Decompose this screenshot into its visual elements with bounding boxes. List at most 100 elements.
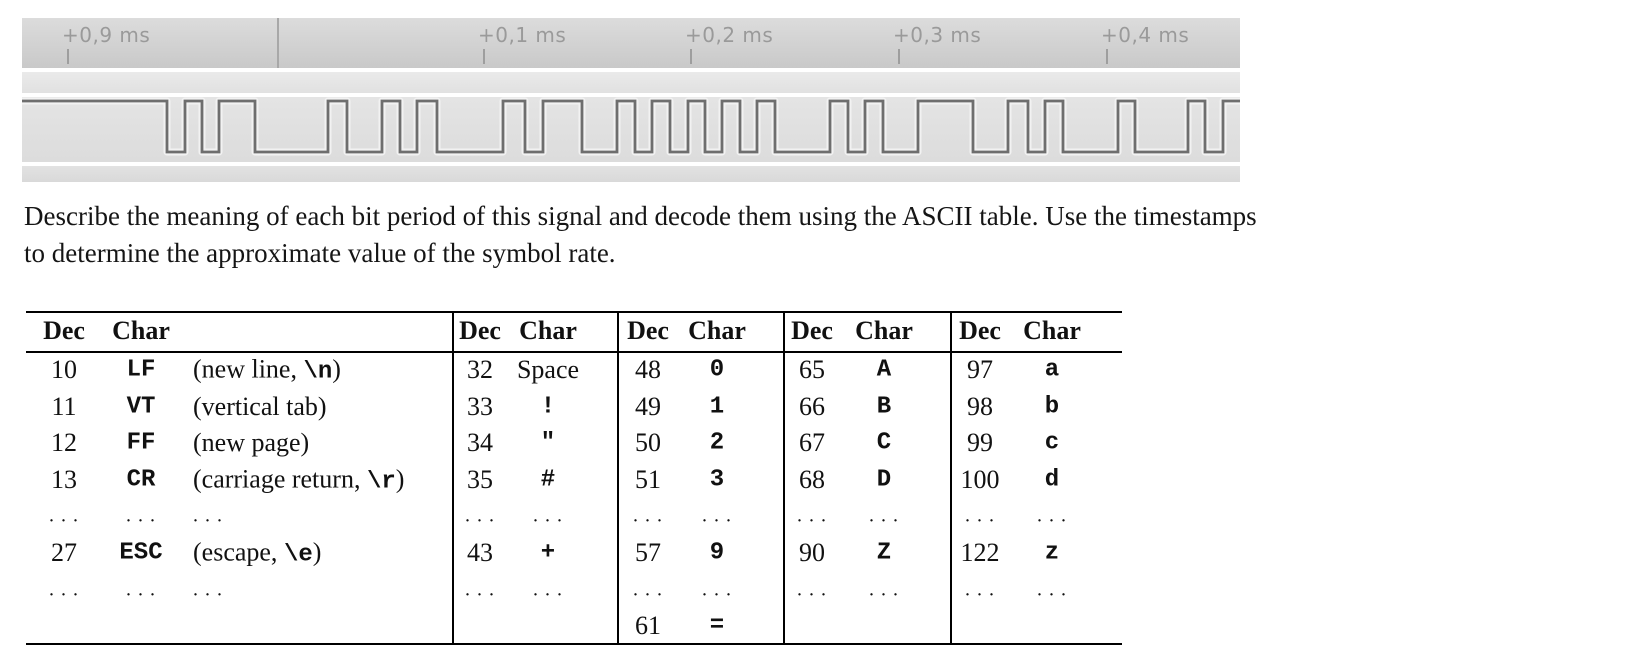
ascii-dec-value: 35 [467,464,493,494]
ascii-dec-value: 12 [51,428,77,458]
waveform-trace [22,99,1240,154]
ascii-dec-value: 57 [635,538,661,567]
ascii-char-value: VT [126,393,156,421]
table-dots: . . . [193,504,223,527]
ascii-char-value: CR [126,466,156,494]
ascii-char-value: D [876,466,892,494]
timeline-label: +0,9 ms [62,23,151,47]
table-dots: . . . [633,504,663,527]
digital-waveform [22,97,1240,156]
ascii-dec-value: 34 [467,428,493,458]
ascii-dec-value: 122 [960,538,1000,567]
table-header-char: Char [112,316,170,345]
ascii-char-value: = [709,612,725,640]
instruction-line-1: Describe the meaning of each bit period … [24,201,1257,231]
description-text: (new line, [193,354,304,384]
ascii-dec-value: 66 [799,391,825,421]
table-dots: . . . [633,578,663,601]
timeline-tick [483,49,485,64]
ascii-dec-value: 13 [51,464,77,494]
timeline-tick [1106,49,1108,64]
timeline-label: +0,1 ms [478,23,567,47]
ascii-char-value: B [876,393,892,421]
table-header-rule [26,351,1122,353]
ascii-dec-value: 68 [799,464,825,494]
timeline-ruler[interactable]: +0,9 ms +0,1 ms +0,2 ms +0,3 ms +0,4 ms [22,18,1240,68]
table-dots: . . . [533,578,563,601]
ascii-dec-value: 50 [635,428,661,458]
table-dots: . . . [465,504,495,527]
table-header-char: Char [1023,316,1081,345]
table-header-dec: Dec [459,316,501,345]
ascii-char-value: 9 [709,539,725,567]
logic-analyzer-screenshot: +0,9 ms +0,1 ms +0,2 ms +0,3 ms +0,4 ms [22,18,1240,182]
ascii-char-value: 1 [709,393,725,421]
ascii-dec-value: 51 [635,464,661,494]
description-text: ) [312,537,322,567]
ascii-char-value: " [540,429,556,457]
table-top-rule [26,311,1122,313]
table-dots: . . . [126,578,156,601]
table-dots: . . . [126,504,156,527]
table-dots: . . . [702,578,732,601]
table-header-dec: Dec [627,316,669,345]
table-dots: . . . [965,578,995,601]
timeline-label: +0,2 ms [685,23,774,47]
ascii-char-description: (escape, \e) [193,538,321,569]
ascii-dec-value: 90 [799,538,825,567]
timeline-tick [898,49,900,64]
ascii-char-value: 3 [709,466,725,494]
timeline-division-line [277,18,279,68]
ascii-dec-value: 99 [967,428,993,458]
ascii-char-value: FF [126,429,156,457]
instruction-text: Describe the meaning of each bit period … [24,198,1620,272]
table-dots: . . . [533,504,563,527]
ascii-dec-value: 10 [51,355,77,384]
description-text: (vertical tab) [193,391,327,421]
table-dots: . . . [869,578,899,601]
ascii-char-description: (new page) [193,428,309,458]
description-text: (new page) [193,428,310,458]
ascii-dec-value: 67 [799,428,825,458]
description-text: ) [395,464,405,494]
ascii-dec-value: 49 [635,391,661,421]
ascii-char-value: + [540,539,556,567]
ascii-char-description: (new line, \n) [193,355,341,386]
timeline-label: +0,3 ms [893,23,982,47]
table-header-dec: Dec [791,316,833,345]
ascii-dec-value: 48 [635,355,661,384]
ascii-char-description: (carriage return, \r) [193,464,404,495]
timeline-label: +0,4 ms [1101,23,1190,47]
channel-strip-bottom [22,166,1240,182]
ascii-char-value: Z [876,539,892,567]
escape-sequence: \r [366,468,396,496]
table-header-dec: Dec [959,316,1001,345]
ascii-char-value: a [1044,356,1060,384]
table-dots: . . . [49,504,79,527]
ascii-char-value: ESC [119,539,163,567]
table-header-dec: Dec [43,316,85,345]
table-vertical-rule [783,313,785,644]
ascii-char-value: 0 [709,356,725,384]
ascii-char-value: A [876,356,892,384]
table-dots: . . . [1037,578,1067,601]
ascii-char-value: # [540,466,556,494]
description-text: (escape, [193,537,284,567]
ascii-dec-value: 65 [799,355,825,384]
table-dots: . . . [797,504,827,527]
table-header-char: Char [519,316,577,345]
table-dots: . . . [465,578,495,601]
table-dots: . . . [1037,504,1067,527]
ascii-table: Dec Char 10 LF (new line, \n) 11 VT (vertical t… [26,311,1122,645]
ascii-dec-value: 100 [960,464,1000,494]
table-dots: . . . [965,504,995,527]
channel-strip-top [22,72,1240,93]
description-text: ) [332,354,341,384]
table-bottom-rule [26,643,1122,645]
timeline-tick [690,49,692,64]
ascii-char-value: b [1044,393,1060,421]
ascii-char-value: ! [540,393,556,421]
ascii-char-description: (vertical tab) [193,392,327,422]
ascii-char-value: c [1044,429,1060,457]
ascii-dec-value: 98 [967,391,993,421]
